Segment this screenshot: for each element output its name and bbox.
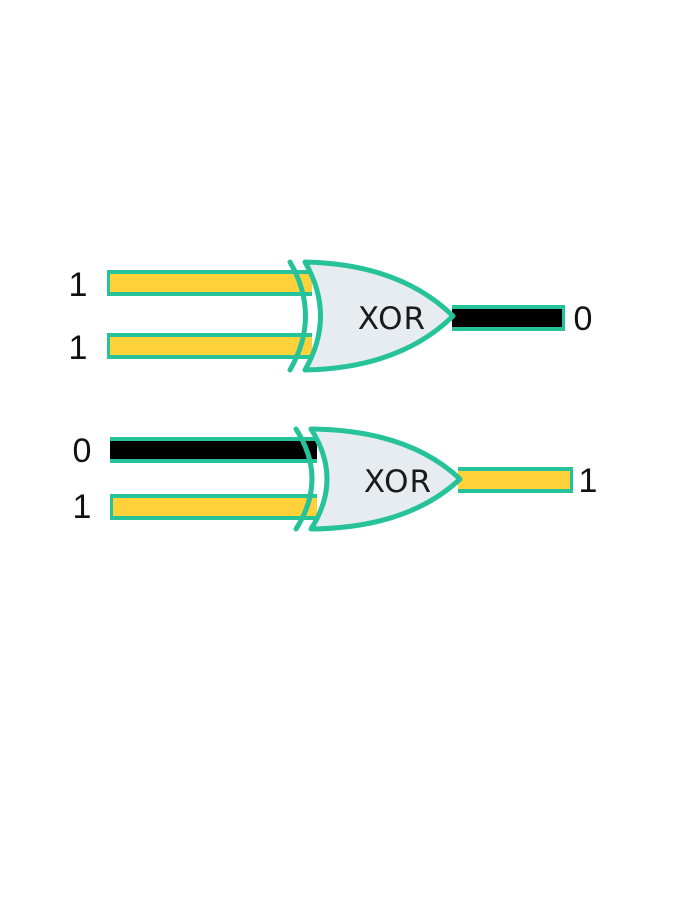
- gate2-output-label: 1: [579, 462, 598, 500]
- xor-gate-1: XOR 1 1 0: [69, 259, 593, 373]
- gate2-label: XOR: [364, 464, 432, 500]
- gate1-input-b-label: 1: [69, 329, 88, 367]
- gate2-input-b-wire: [110, 494, 317, 520]
- gate1-label: XOR: [358, 301, 426, 337]
- gate1-input-b-wire: [107, 333, 312, 359]
- gate2-input-b-label: 1: [73, 488, 92, 526]
- gate1-output-label: 0: [574, 300, 593, 338]
- xor-gate-2: XOR 0 1 1: [73, 426, 598, 532]
- gate2-xor-back-curve: [293, 426, 315, 532]
- gate2-xor-body: [308, 426, 463, 532]
- gate1-input-a-label: 1: [69, 266, 88, 304]
- gate1-xor-body: [302, 259, 456, 373]
- gate1-output-wire: [452, 305, 565, 331]
- gate1-xor-back-curve: [287, 259, 308, 373]
- gate2-input-a-wire: [110, 437, 317, 463]
- gate1-input-a-wire: [107, 270, 312, 296]
- gate2-input-a-label: 0: [73, 432, 92, 470]
- gate2-output-wire: [458, 467, 573, 493]
